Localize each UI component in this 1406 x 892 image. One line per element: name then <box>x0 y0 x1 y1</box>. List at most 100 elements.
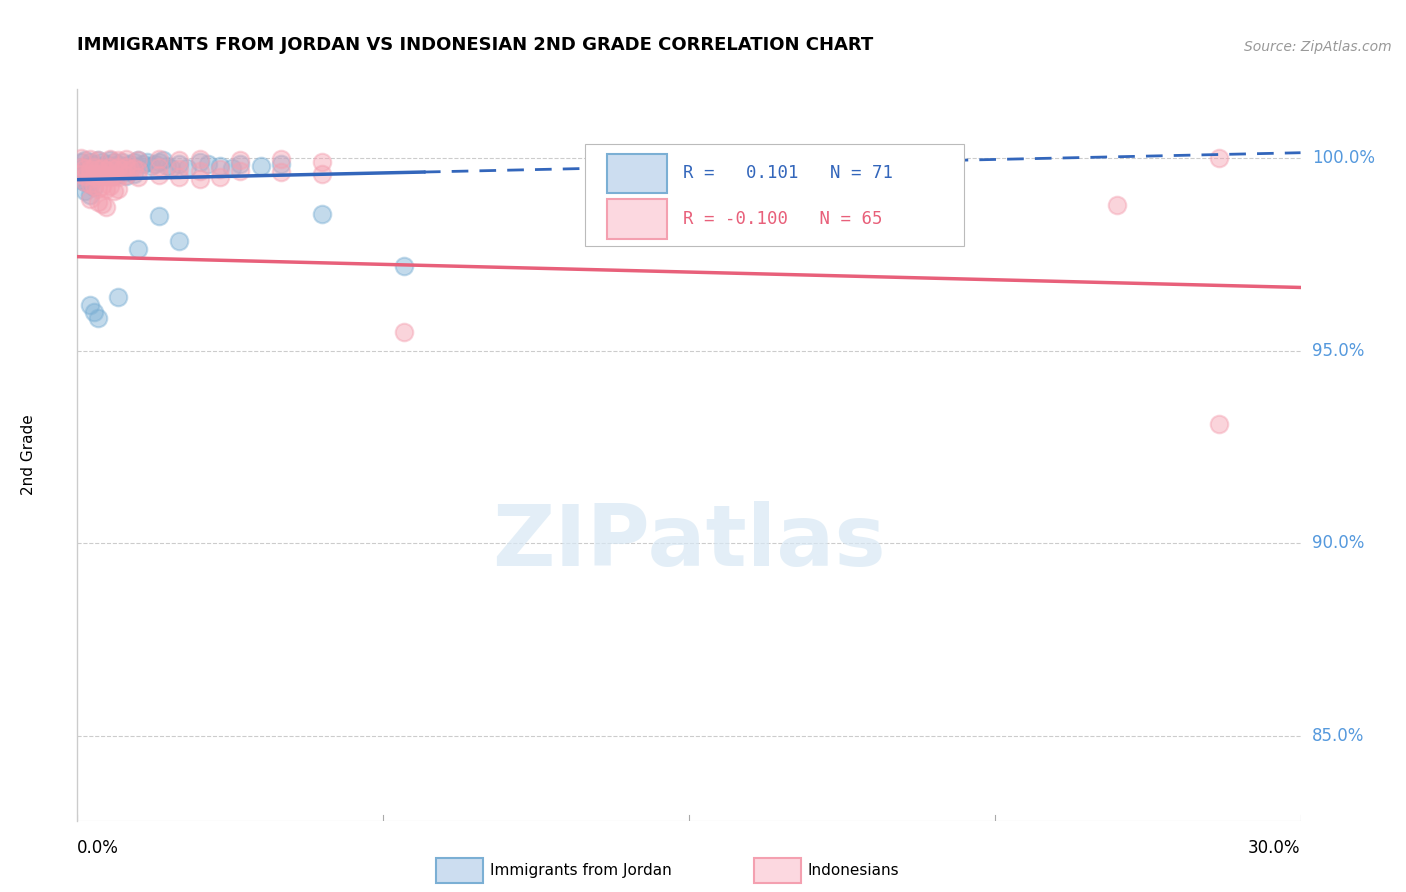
Point <box>90 167 112 181</box>
Point <box>79 169 101 183</box>
Point <box>148 155 170 169</box>
Point <box>115 165 138 179</box>
Point <box>70 161 93 175</box>
Point <box>1208 152 1230 166</box>
Point <box>124 161 146 175</box>
Text: Source: ZipAtlas.com: Source: ZipAtlas.com <box>1244 39 1392 54</box>
Point <box>229 157 252 171</box>
Point <box>120 163 142 178</box>
Point <box>131 157 153 171</box>
Point <box>90 197 112 211</box>
Point <box>70 167 93 181</box>
Point <box>107 182 129 196</box>
Point <box>392 325 415 339</box>
Point <box>70 160 93 174</box>
Point <box>75 184 97 198</box>
Point <box>94 165 117 179</box>
Point <box>70 172 93 186</box>
Point <box>1208 417 1230 431</box>
Point <box>94 157 117 171</box>
Point <box>79 155 101 169</box>
Point <box>98 169 121 184</box>
Point <box>75 175 97 189</box>
Point <box>87 153 110 168</box>
Point <box>90 161 112 175</box>
Point <box>98 153 121 167</box>
Point <box>103 155 125 169</box>
Text: 100.0%: 100.0% <box>1312 150 1375 168</box>
Point <box>188 155 211 169</box>
Text: 30.0%: 30.0% <box>1249 838 1301 857</box>
FancyBboxPatch shape <box>754 858 801 883</box>
Point <box>208 159 231 173</box>
Point <box>107 167 129 181</box>
Point <box>229 163 252 178</box>
Point <box>98 163 121 178</box>
Point <box>311 167 333 181</box>
Point <box>221 161 243 175</box>
Point <box>107 153 129 168</box>
Point <box>103 169 125 183</box>
Point <box>107 290 129 304</box>
Point <box>208 162 231 177</box>
Point <box>94 163 117 178</box>
Point <box>169 153 191 168</box>
Text: R =   0.101   N = 71: R = 0.101 N = 71 <box>683 164 893 182</box>
Point <box>94 182 117 196</box>
Point <box>107 165 129 179</box>
Point <box>98 160 121 174</box>
Point <box>79 298 101 312</box>
FancyBboxPatch shape <box>436 858 484 883</box>
Point <box>160 161 183 175</box>
Point <box>79 177 101 191</box>
Point <box>143 157 166 171</box>
Point <box>127 163 149 178</box>
Point <box>75 169 97 183</box>
Text: 0.0%: 0.0% <box>77 838 120 857</box>
Point <box>75 163 97 178</box>
FancyBboxPatch shape <box>607 199 666 239</box>
Point <box>83 167 105 181</box>
Point <box>75 161 97 175</box>
Point <box>115 159 138 173</box>
Point <box>107 157 129 171</box>
Point <box>127 153 149 168</box>
Point <box>83 169 105 183</box>
Point <box>208 169 231 184</box>
Point <box>90 161 112 175</box>
Point <box>124 155 146 169</box>
Point <box>311 207 333 221</box>
Point <box>250 159 273 173</box>
Point <box>94 169 117 183</box>
Point <box>169 234 191 248</box>
Point <box>392 260 415 274</box>
Point <box>127 242 149 256</box>
Text: Indonesians: Indonesians <box>807 863 900 878</box>
Point <box>197 157 219 171</box>
FancyBboxPatch shape <box>607 153 666 194</box>
Point <box>148 168 170 182</box>
Text: 2nd Grade: 2nd Grade <box>21 415 37 495</box>
Point <box>83 165 105 179</box>
Point <box>176 161 198 175</box>
Point <box>188 171 211 186</box>
Point <box>148 160 170 174</box>
Point <box>79 153 101 167</box>
Point <box>152 153 174 168</box>
Point <box>103 168 125 182</box>
Point <box>127 169 149 184</box>
Text: 90.0%: 90.0% <box>1312 534 1364 552</box>
Point <box>103 161 125 175</box>
Text: Immigrants from Jordan: Immigrants from Jordan <box>489 863 671 878</box>
Point <box>79 188 101 202</box>
Point <box>79 167 101 181</box>
Point <box>311 155 333 169</box>
Point <box>75 167 97 181</box>
Point <box>1107 198 1129 212</box>
Text: 85.0%: 85.0% <box>1312 727 1364 745</box>
Point <box>148 209 170 223</box>
Point <box>87 167 110 181</box>
Point <box>87 311 110 326</box>
Point <box>98 153 121 168</box>
Point <box>103 162 125 177</box>
